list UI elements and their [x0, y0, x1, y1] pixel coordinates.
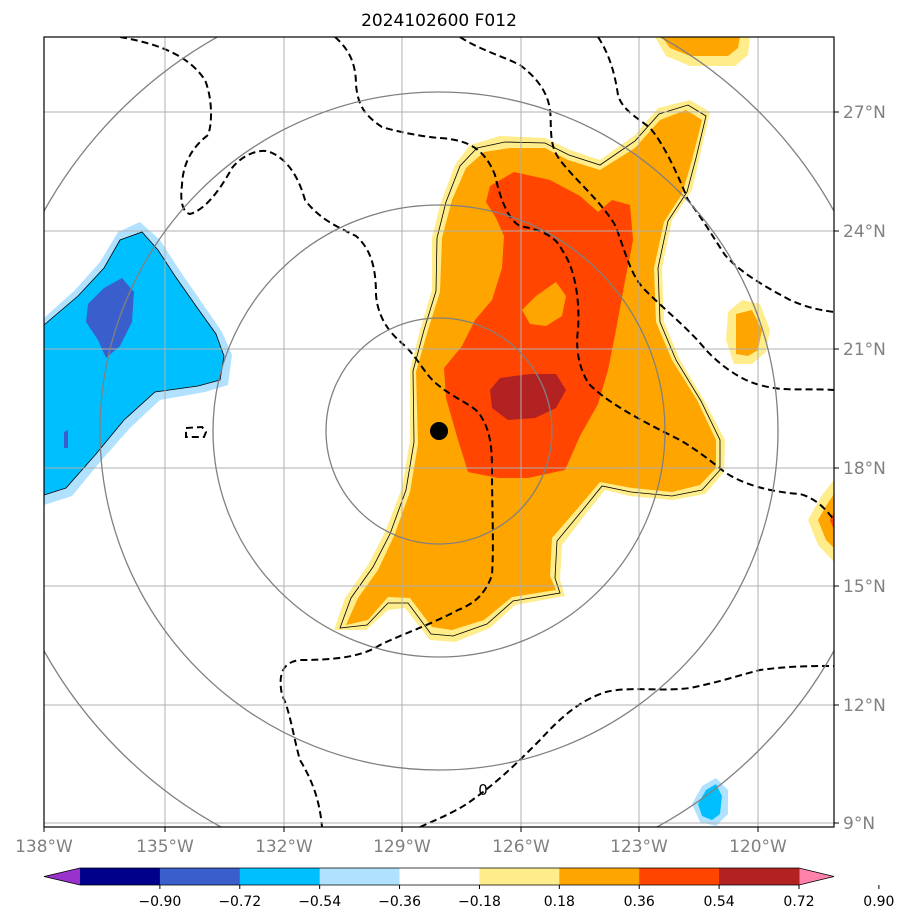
colorbar-extend-max	[799, 868, 834, 885]
colorbar-segment	[559, 868, 640, 885]
lat-label: 9°N	[843, 814, 875, 834]
positive-patch-edge-mid	[818, 494, 834, 548]
lat-label: 21°N	[843, 340, 886, 360]
colorbar-segment	[399, 868, 480, 885]
contour-line-5	[419, 665, 834, 827]
colorbar-segment	[639, 868, 720, 885]
zero-contours	[119, 37, 834, 827]
colorbar-tick-label: −0.90	[138, 894, 181, 910]
lon-label: 138°W	[15, 837, 73, 857]
contour-line-3	[459, 37, 834, 391]
positive-region-hole	[522, 282, 566, 326]
contour-line-1	[119, 37, 494, 827]
range-ring-3	[99, 91, 779, 771]
colorbar-segment	[319, 868, 401, 885]
colorbar-outline	[43, 867, 835, 886]
lon-label: 132°W	[255, 837, 313, 857]
lat-label: 15°N	[843, 577, 886, 597]
positive-patch-ne-mid	[662, 37, 740, 56]
colorbar-extend-min	[44, 868, 80, 885]
positive-region-max	[490, 374, 566, 420]
negative-patch-se-mid	[698, 784, 722, 820]
lon-label: 123°W	[610, 837, 668, 857]
lat-label: 27°N	[843, 103, 886, 123]
graticule	[44, 37, 834, 827]
lon-label: 129°W	[373, 837, 431, 857]
colorbar-tick-label: 0.72	[783, 894, 814, 910]
plot-frame	[43, 36, 835, 828]
lon-label: 120°W	[729, 837, 787, 857]
colorbar-tick-label: −0.36	[378, 894, 421, 910]
negative-region-dark-sliver	[64, 430, 68, 448]
colorbar-tick-label: 0.18	[544, 894, 575, 910]
positive-patch-e-mid	[736, 310, 762, 356]
colorbar-tick-label: 0.90	[863, 894, 894, 910]
colorbar: −0.90 −0.72 −0.54 −0.36 −0.18 0.18 0.36 0.54 0.7…	[43, 867, 894, 910]
colorbar-segment	[80, 868, 161, 885]
lon-label: 126°W	[492, 837, 550, 857]
colorbar-tick-label: 0.54	[704, 894, 735, 910]
lon-ticks	[43, 827, 759, 832]
contour-line-6	[185, 425, 208, 438]
lat-label: 18°N	[843, 459, 886, 479]
range-ring-1	[325, 317, 553, 545]
colorbar-tick-label: −0.18	[458, 894, 501, 910]
positive-region-outline	[339, 104, 721, 637]
range-rings	[44, 37, 834, 827]
map-title: 2024102600 F012	[361, 11, 517, 31]
lon-label: 135°W	[136, 837, 194, 857]
colorbar-segment	[479, 868, 560, 885]
lat-label: 24°N	[843, 222, 886, 242]
zero-contour-label: 0	[478, 781, 488, 799]
colorbar-segment	[239, 868, 321, 885]
colorbar-tick-label: −0.72	[218, 894, 261, 910]
storm-center-marker	[430, 422, 448, 440]
colorbar-tick-label: −0.54	[298, 894, 341, 910]
colorbar-segment	[159, 868, 241, 885]
contour-line-2	[334, 37, 834, 521]
range-ring-2	[212, 204, 666, 658]
lat-ticks	[834, 111, 839, 824]
lat-label: 12°N	[843, 696, 886, 716]
colorbar-segment	[719, 868, 800, 885]
colorbar-tick-label: 0.36	[624, 894, 655, 910]
negative-region-dark	[86, 278, 134, 358]
negative-region-outline	[44, 231, 225, 496]
negative-region-mid	[44, 232, 224, 495]
positive-patch-edge-high	[830, 512, 834, 530]
plot-area: 0	[44, 37, 834, 827]
